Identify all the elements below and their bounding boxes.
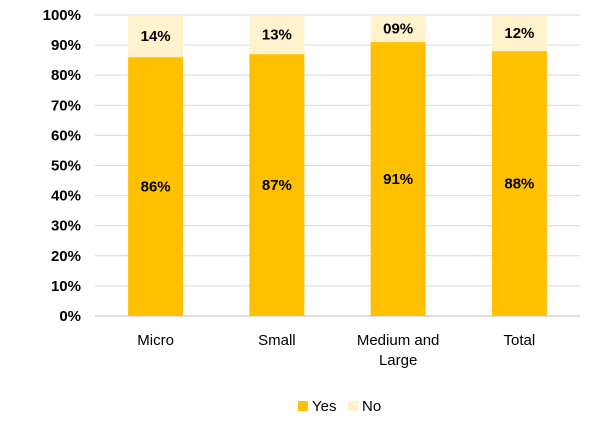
y-tick-label: 90%: [51, 37, 81, 54]
bars: 86% 14% 87% 13% 91% 09% 88% 12%: [128, 15, 547, 317]
x-category-label: Total: [504, 332, 536, 349]
y-tick-label: 80%: [51, 67, 81, 84]
bar-segment-no: [128, 15, 184, 58]
bar-segment-no: [370, 15, 426, 43]
y-tick-label: 20%: [51, 248, 81, 265]
legend: Yes No: [298, 398, 381, 415]
data-label: 12%: [504, 25, 534, 42]
bar-segment-yes: [370, 42, 426, 317]
data-label: 91%: [383, 171, 413, 188]
x-category-label: Medium and Large: [357, 332, 440, 369]
y-tick-label: 100%: [43, 7, 81, 24]
y-tick-label: 40%: [51, 188, 81, 205]
bar-segment-yes: [249, 54, 305, 316]
y-tick-label: 50%: [51, 158, 81, 175]
legend-label: No: [362, 398, 381, 415]
data-label: 88%: [504, 176, 534, 193]
data-label: 14%: [141, 28, 171, 45]
legend-item-yes: Yes: [298, 398, 336, 415]
legend-swatch: [298, 401, 308, 411]
bar-segment-yes: [491, 51, 547, 317]
y-tick-label: 70%: [51, 97, 81, 114]
y-axis: 0% 10% 20% 30% 40% 50% 60% 70% 80% 90% 100%: [43, 7, 81, 325]
data-label: 13%: [262, 27, 292, 44]
x-category-label: Micro: [137, 332, 174, 349]
y-tick-label: 30%: [51, 218, 81, 235]
legend-item-no: No: [348, 398, 381, 415]
legend-label: Yes: [312, 398, 336, 415]
legend-swatch: [348, 401, 358, 411]
bar-segment-yes: [128, 57, 184, 316]
bar-segment-no: [249, 15, 305, 55]
x-axis: Micro Small Medium and Large Total: [137, 332, 535, 369]
x-category-label: Small: [258, 332, 296, 349]
data-label: 86%: [141, 179, 171, 196]
y-tick-label: 10%: [51, 278, 81, 295]
y-tick-label: 60%: [51, 127, 81, 144]
bar-segment-no: [491, 15, 547, 52]
data-label: 87%: [262, 177, 292, 194]
data-label: 09%: [383, 21, 413, 38]
y-tick-label: 0%: [59, 308, 81, 325]
